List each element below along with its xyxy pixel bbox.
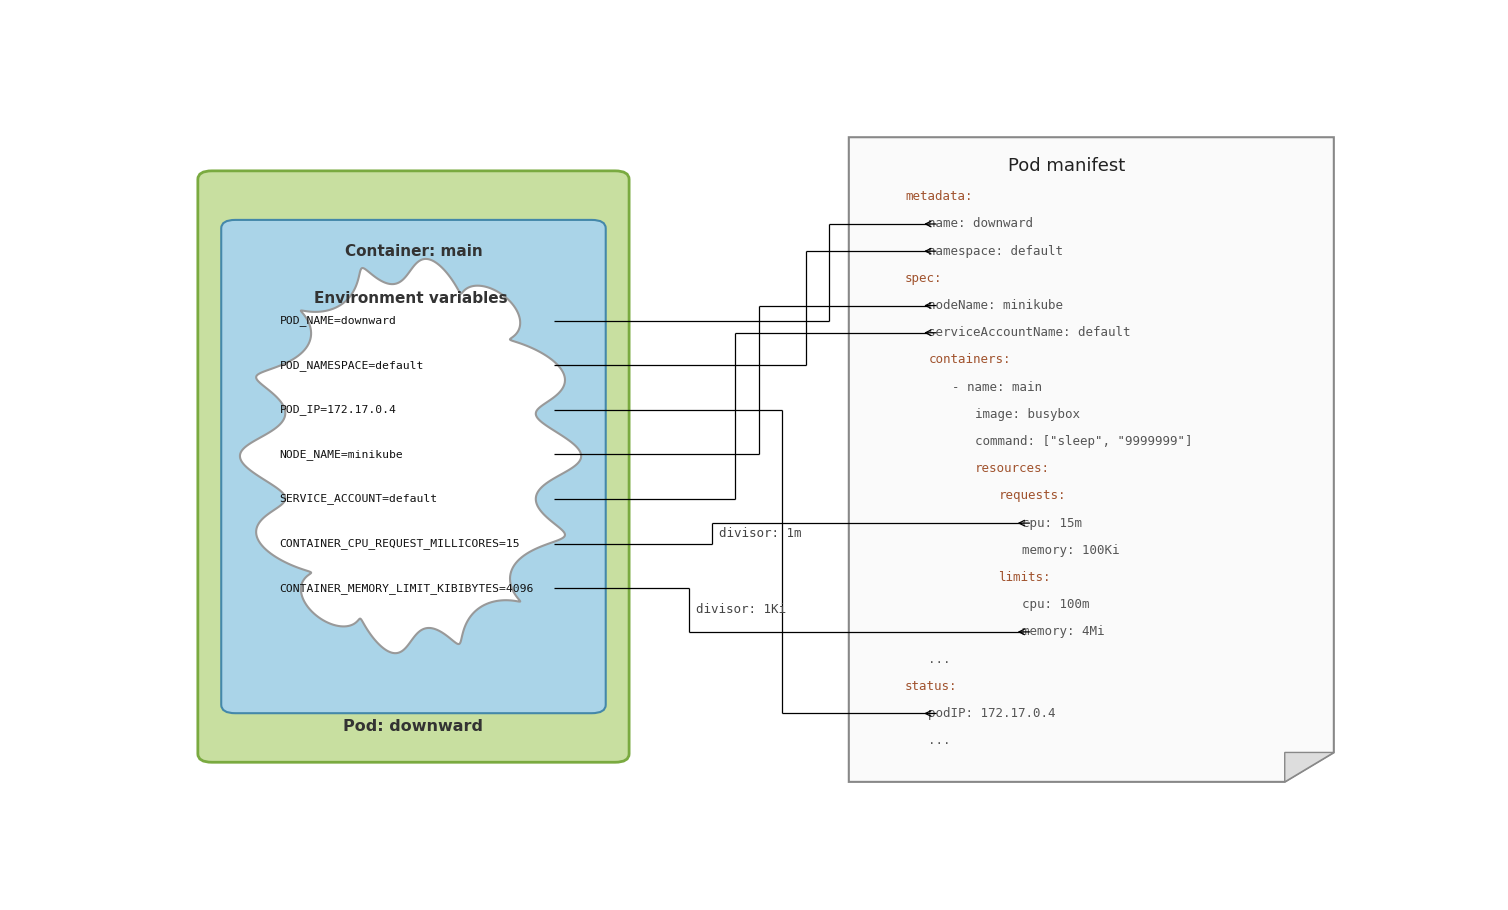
Text: requests:: requests: bbox=[998, 490, 1066, 502]
Text: SERVICE_ACCOUNT=default: SERVICE_ACCOUNT=default bbox=[279, 493, 437, 504]
Text: CONTAINER_MEMORY_LIMIT_KIBIBYTES=4096: CONTAINER_MEMORY_LIMIT_KIBIBYTES=4096 bbox=[279, 582, 534, 593]
Text: Environment variables: Environment variables bbox=[314, 291, 507, 307]
Polygon shape bbox=[1285, 753, 1333, 782]
Text: image: busybox: image: busybox bbox=[976, 408, 1080, 420]
Text: ...: ... bbox=[929, 652, 950, 665]
Text: divisor: 1Ki: divisor: 1Ki bbox=[695, 603, 786, 616]
Text: metadata:: metadata: bbox=[905, 190, 973, 203]
Text: cpu: 15m: cpu: 15m bbox=[1022, 517, 1081, 530]
Text: containers:: containers: bbox=[929, 353, 1010, 367]
FancyBboxPatch shape bbox=[222, 220, 606, 713]
Text: memory: 100Ki: memory: 100Ki bbox=[1022, 544, 1119, 557]
Polygon shape bbox=[849, 137, 1333, 782]
Text: NODE_NAME=minikube: NODE_NAME=minikube bbox=[279, 449, 404, 460]
Text: CONTAINER_CPU_REQUEST_MILLICORES=15: CONTAINER_CPU_REQUEST_MILLICORES=15 bbox=[279, 538, 520, 549]
Text: Pod manifest: Pod manifest bbox=[1009, 157, 1125, 175]
Text: POD_NAME=downward: POD_NAME=downward bbox=[279, 316, 397, 327]
Text: divisor: 1m: divisor: 1m bbox=[719, 527, 802, 540]
Text: podIP: 172.17.0.4: podIP: 172.17.0.4 bbox=[929, 707, 1056, 720]
Text: Container: main: Container: main bbox=[345, 244, 483, 258]
Text: POD_NAMESPACE=default: POD_NAMESPACE=default bbox=[279, 359, 424, 370]
Text: cpu: 100m: cpu: 100m bbox=[1022, 598, 1089, 612]
Text: status:: status: bbox=[905, 680, 958, 693]
Text: command: ["sleep", "9999999"]: command: ["sleep", "9999999"] bbox=[976, 435, 1193, 448]
Text: limits:: limits: bbox=[998, 571, 1051, 584]
Text: serviceAccountName: default: serviceAccountName: default bbox=[929, 327, 1131, 339]
FancyBboxPatch shape bbox=[198, 171, 629, 763]
Text: - name: main: - name: main bbox=[952, 380, 1042, 394]
Text: namespace: default: namespace: default bbox=[929, 245, 1063, 258]
Text: name: downward: name: downward bbox=[929, 217, 1033, 230]
Text: ...: ... bbox=[929, 734, 950, 747]
Text: memory: 4Mi: memory: 4Mi bbox=[1022, 625, 1104, 639]
Text: POD_IP=172.17.0.4: POD_IP=172.17.0.4 bbox=[279, 404, 397, 415]
Text: resources:: resources: bbox=[976, 462, 1050, 475]
Text: Pod: downward: Pod: downward bbox=[344, 719, 484, 734]
Text: spec:: spec: bbox=[905, 272, 942, 285]
Text: nodeName: minikube: nodeName: minikube bbox=[929, 299, 1063, 312]
Polygon shape bbox=[240, 259, 581, 653]
